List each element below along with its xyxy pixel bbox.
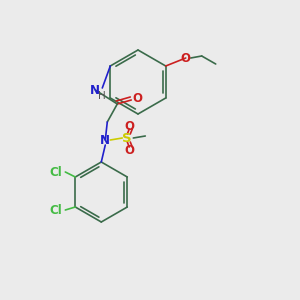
Text: N: N xyxy=(90,83,100,97)
Text: Cl: Cl xyxy=(49,166,62,178)
Text: S: S xyxy=(122,131,132,145)
Text: O: O xyxy=(132,92,142,104)
Text: Cl: Cl xyxy=(49,203,62,217)
Text: O: O xyxy=(124,145,134,158)
Text: H: H xyxy=(98,91,106,101)
Text: O: O xyxy=(181,52,191,64)
Text: N: N xyxy=(100,134,110,146)
Text: O: O xyxy=(124,119,134,133)
